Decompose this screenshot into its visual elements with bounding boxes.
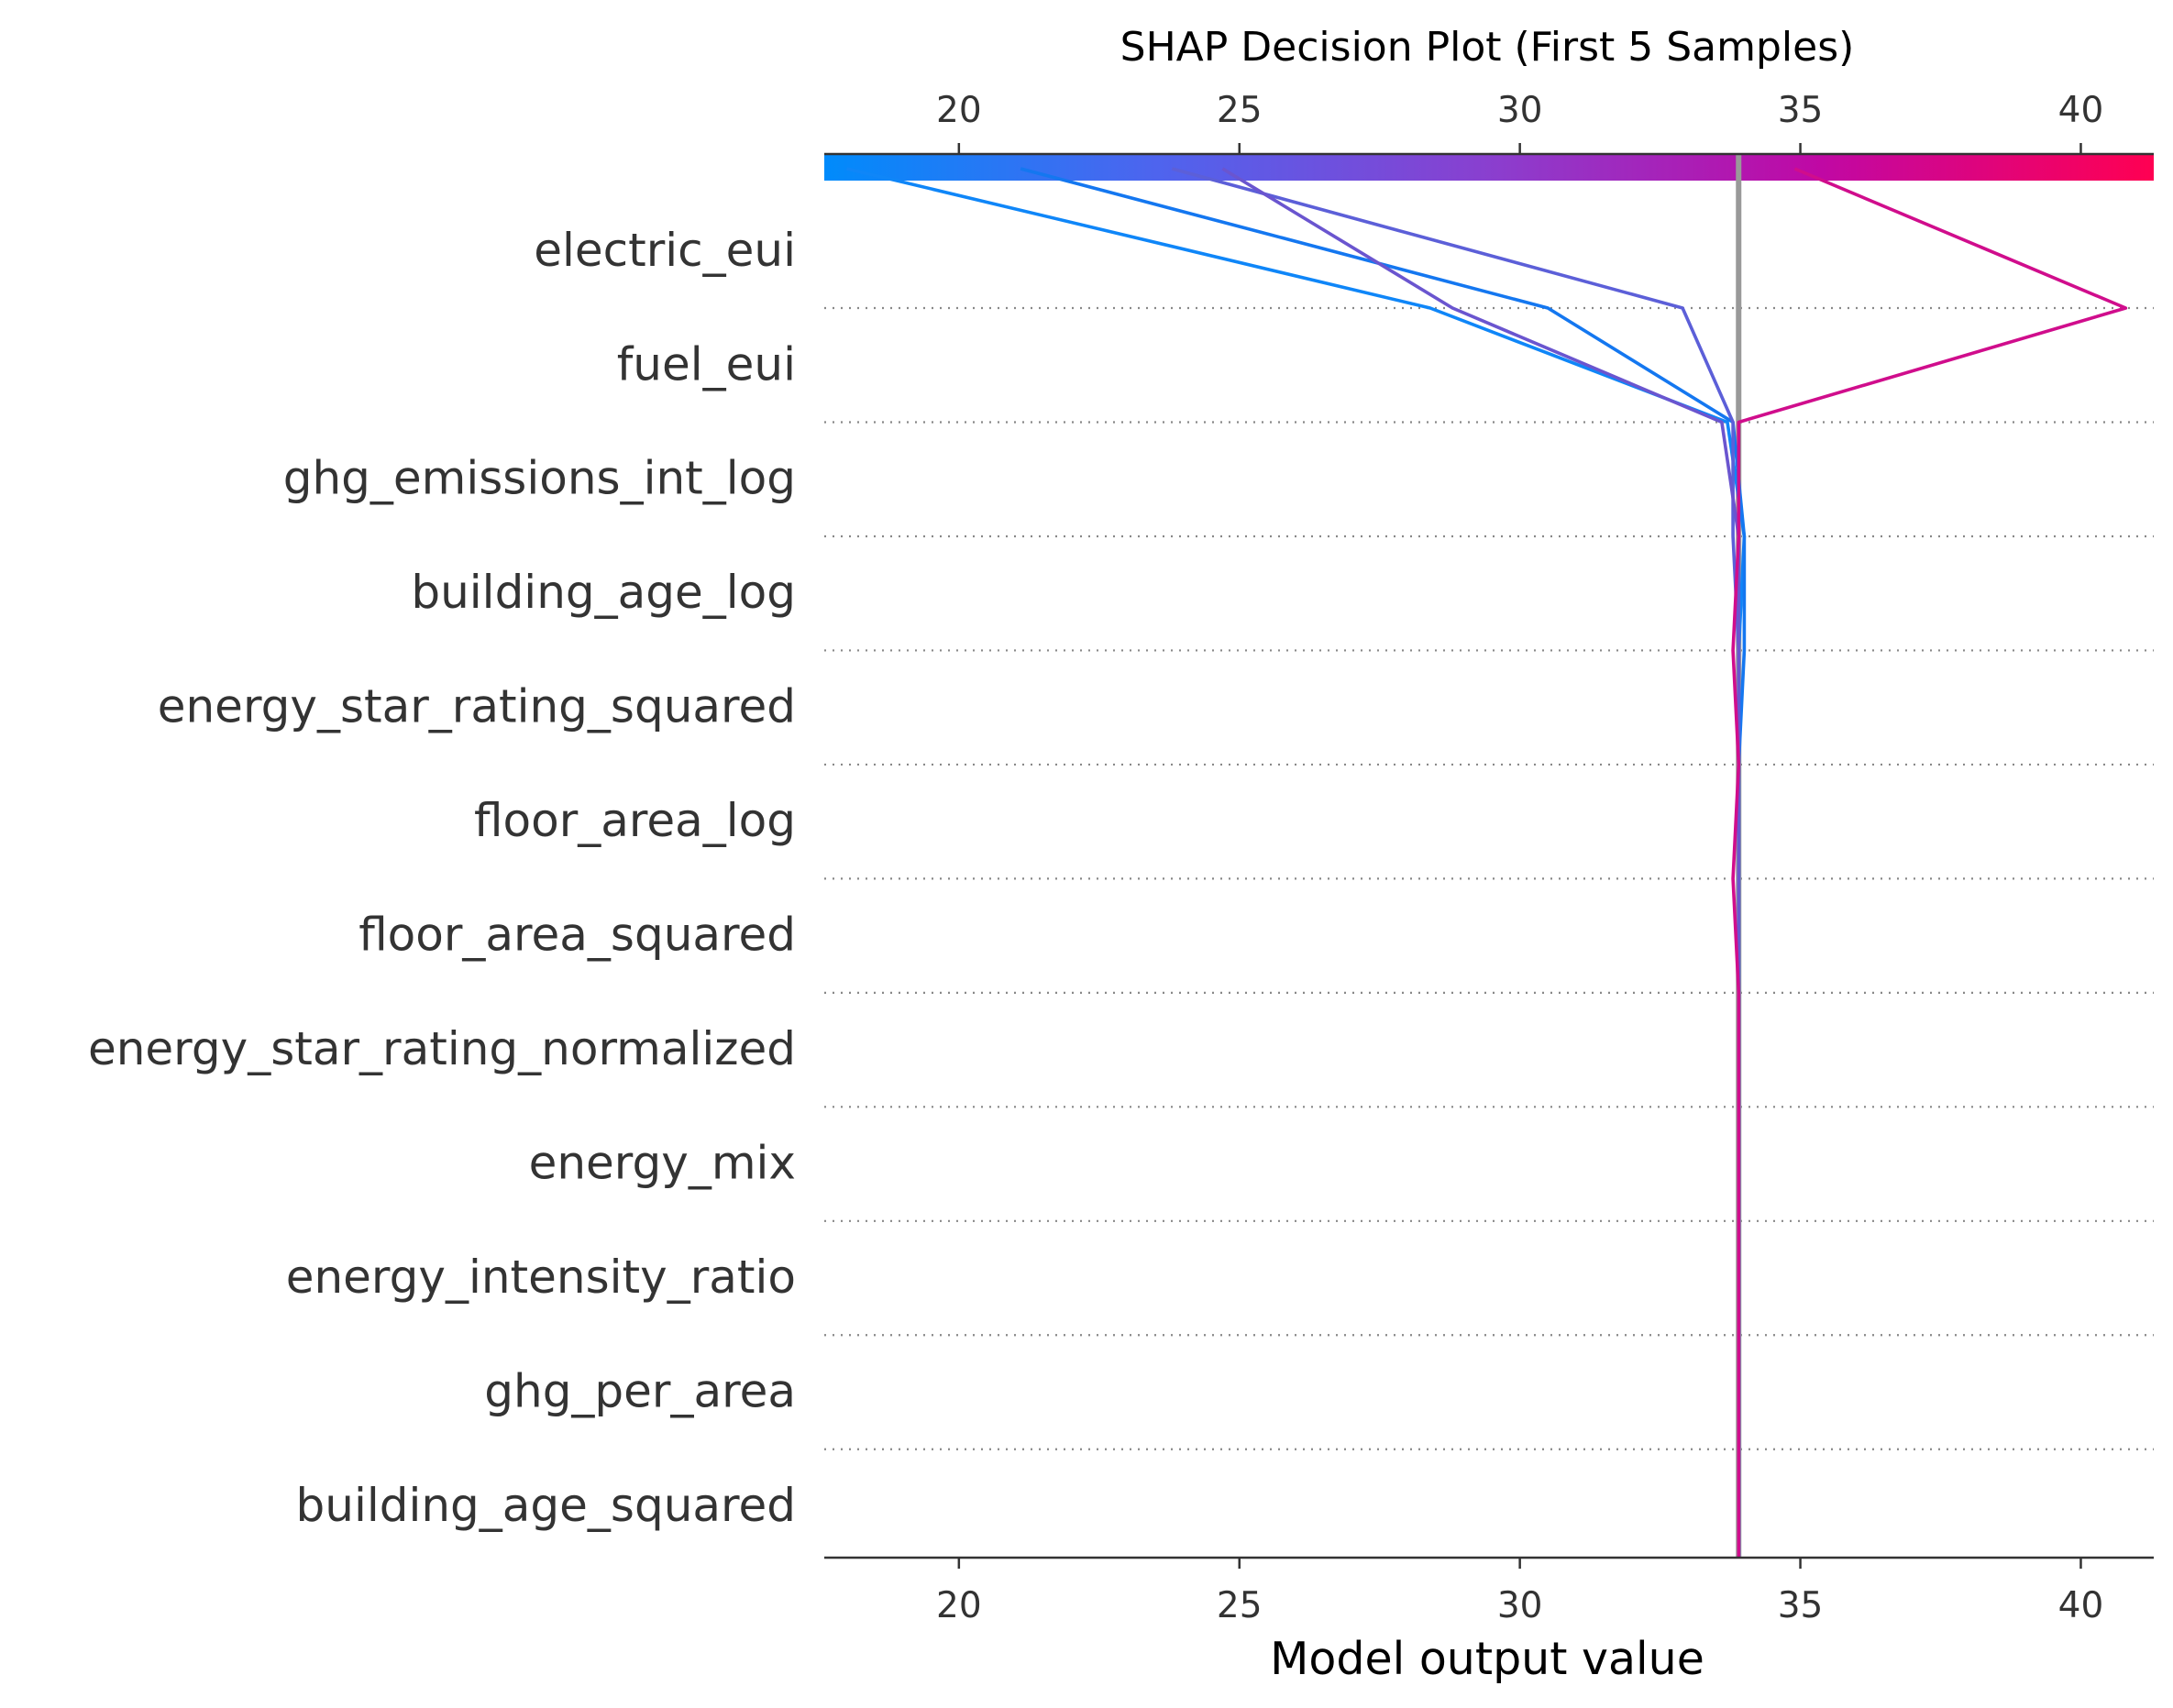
sample-line-1 (846, 167, 1747, 1558)
feature-label-energy-star-rating-squared: energy_star_rating_squared (158, 680, 796, 733)
sample-line-3 (1171, 167, 1741, 1558)
sample-line-5 (1731, 167, 2128, 1558)
bottom-tick-label: 30 (1497, 1585, 1543, 1626)
chart-title: SHAP Decision Plot (First 5 Samples) (1120, 24, 1855, 71)
bottom-tick-label: 20 (936, 1585, 982, 1626)
feature-label-floor-area-squared: floor_area_squared (358, 909, 796, 962)
feature-label-electric-eui: electric_eui (534, 224, 796, 277)
x-axis-ticks: 20 25 30 35 40 (936, 1558, 2103, 1626)
feature-label-building-age-squared: building_age_squared (296, 1479, 796, 1532)
feature-label-energy-intensity-ratio: energy_intensity_ratio (286, 1251, 796, 1304)
top-axis-ticks: 20 25 30 35 40 (936, 90, 2103, 154)
top-tick-label: 35 (1778, 90, 1824, 131)
feature-labels: electric_eui fuel_eui ghg_emissions_int_lo… (88, 224, 796, 1532)
feature-label-energy-star-rating-normalized: energy_star_rating_normalized (88, 1022, 796, 1075)
x-axis-label: Model output value (1270, 1633, 1704, 1685)
feature-label-fuel-eui: fuel_eui (617, 337, 796, 391)
feature-gridlines (824, 306, 2154, 1450)
feature-label-floor-area-log: floor_area_log (474, 794, 796, 847)
top-tick-label: 40 (2058, 90, 2104, 131)
sample-lines (846, 167, 2128, 1558)
top-tick-label: 25 (1217, 90, 1263, 131)
feature-label-building-age-log: building_age_log (411, 566, 796, 619)
colorbar (824, 154, 2154, 181)
bottom-tick-label: 25 (1217, 1585, 1263, 1626)
bottom-tick-label: 40 (2058, 1585, 2104, 1626)
feature-label-energy-mix: energy_mix (529, 1137, 796, 1190)
top-tick-label: 30 (1497, 90, 1543, 131)
bottom-tick-label: 35 (1778, 1585, 1824, 1626)
feature-label-ghg-per-area: ghg_per_area (484, 1365, 796, 1418)
feature-label-ghg-emissions-int-log: ghg_emissions_int_log (283, 452, 796, 505)
sample-line-2 (1020, 167, 1747, 1558)
top-tick-label: 20 (936, 90, 982, 131)
